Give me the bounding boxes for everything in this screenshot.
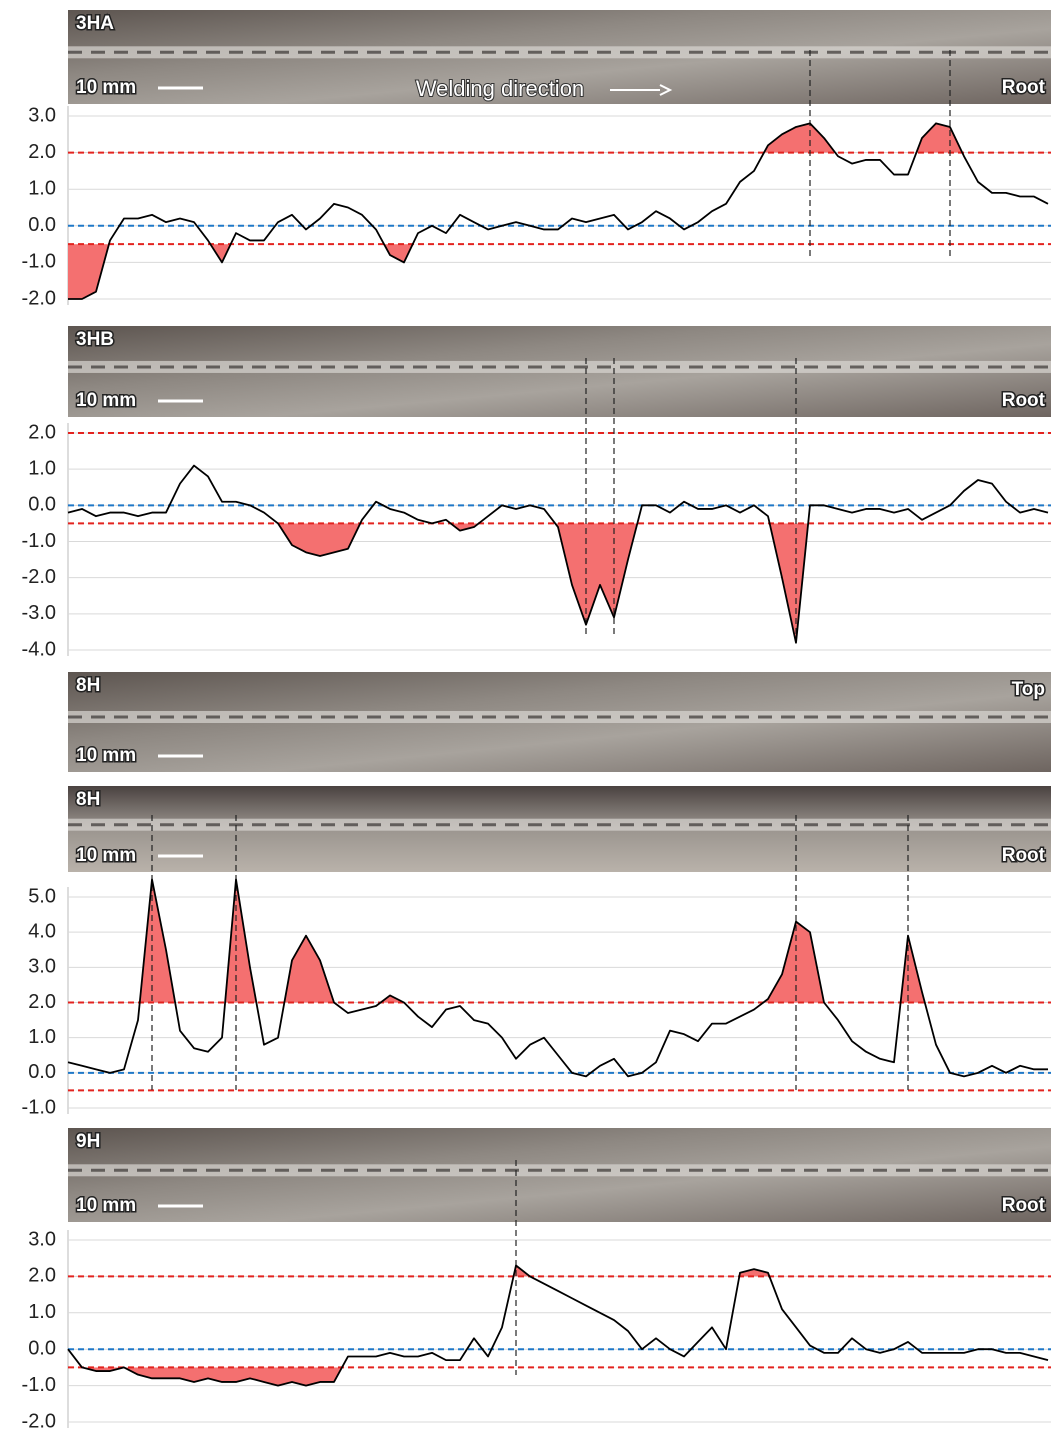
y-tick-label: 0.0	[28, 494, 56, 516]
profile-line	[68, 466, 1048, 643]
face-label: Root	[1002, 845, 1046, 866]
y-tick-label: 3.0	[28, 1228, 56, 1250]
y-tick-label: 5.0	[28, 885, 56, 907]
y-tick-label: 3.0	[28, 104, 56, 126]
sample-label: 3HA	[76, 13, 114, 34]
figure: 3HA 10 mm Root Welding direction -2.0 -1.0 0.0…	[0, 0, 1051, 1439]
y-tick-label: 1.0	[28, 457, 56, 479]
sample-label: 9H	[76, 1131, 100, 1152]
y-tick-label: 2.0	[28, 1265, 56, 1287]
y-tick-label: 4.0	[28, 920, 56, 942]
scale-bar-label: 10 mm	[76, 845, 136, 866]
y-tick-label: 1.0	[28, 1301, 56, 1323]
scale-bar-label: 10 mm	[76, 77, 136, 98]
exceedance-fill	[68, 123, 1048, 299]
y-tick-label: -1.0	[22, 1096, 56, 1118]
exceedance-fill	[68, 879, 1048, 1090]
scale-bar-label: 10 mm	[76, 390, 136, 411]
face-label: Root	[1002, 1195, 1046, 1216]
scale-bar-label: 10 mm	[76, 745, 136, 766]
exceedance-fill	[68, 433, 1048, 643]
y-tick-label: 2.0	[28, 141, 56, 163]
y-tick-label: -2.0	[22, 566, 56, 588]
y-tick-label: 2.0	[28, 991, 56, 1013]
exceedance-fill	[68, 123, 1048, 299]
profile-line	[68, 123, 1048, 299]
y-tick-label: 0.0	[28, 214, 56, 236]
y-tick-label: 2.0	[28, 421, 56, 443]
sample-label: 3HB	[76, 329, 114, 350]
scale-bar-label: 10 mm	[76, 1195, 136, 1216]
y-tick-label: 3.0	[28, 956, 56, 978]
y-tick-label: 0.0	[28, 1337, 56, 1359]
exceedance-fill	[68, 879, 1048, 1076]
y-tick-label: 1.0	[28, 177, 56, 199]
y-tick-label: -1.0	[22, 251, 56, 273]
face-label: Root	[1002, 390, 1046, 411]
y-tick-label: -1.0	[22, 1374, 56, 1396]
sample-label: 8H	[76, 675, 100, 696]
face-label: Top	[1012, 679, 1045, 700]
y-tick-label: -1.0	[22, 530, 56, 552]
y-tick-label: 1.0	[28, 1026, 56, 1048]
sample-label: 8H	[76, 789, 100, 810]
y-tick-label: -3.0	[22, 602, 56, 624]
exceedance-fill	[68, 466, 1048, 643]
y-tick-label: 0.0	[28, 1061, 56, 1083]
y-tick-label: -4.0	[22, 638, 56, 660]
y-tick-label: -2.0	[22, 1410, 56, 1432]
profile-line	[68, 879, 1048, 1076]
face-label: Root	[1002, 77, 1046, 98]
annotation: Welding direction	[416, 76, 584, 101]
y-tick-label: -2.0	[22, 287, 56, 309]
